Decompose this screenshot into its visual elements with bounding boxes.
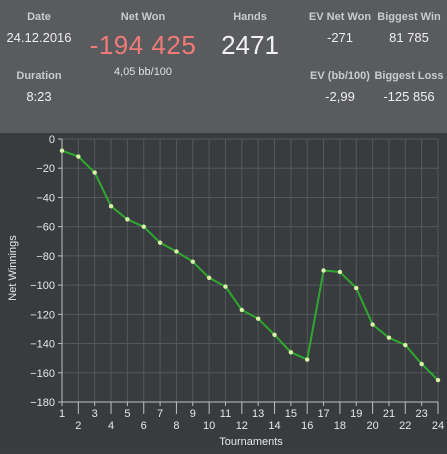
data-point: [59, 148, 65, 153]
data-point: [403, 342, 408, 348]
y-tick-label: −140: [30, 339, 55, 351]
date-label: Date: [27, 11, 51, 23]
ev-net-won-label: EV Net Won: [308, 11, 372, 23]
y-tick-label: 0: [49, 134, 55, 146]
data-point: [255, 316, 261, 321]
x-tick-label: 14: [268, 420, 280, 432]
data-point: [272, 332, 277, 337]
net-winnings-chart: 0−20−40−60−80−100−120−140−160−180 123456…: [7, 134, 444, 448]
data-point: [354, 285, 359, 291]
x-tick-label: 18: [334, 420, 346, 432]
ev-net-won-value: -271: [326, 30, 354, 45]
x-tick-label: 20: [366, 420, 378, 432]
x-tick-label: 9: [190, 408, 196, 420]
data-point: [321, 268, 326, 273]
x-tick-label: 13: [252, 408, 264, 420]
data-point: [419, 361, 424, 367]
biggest-win-label: Biggest Win: [377, 11, 441, 23]
x-tick-label: 15: [285, 408, 297, 420]
x-tick-label: 17: [317, 408, 329, 420]
duration-value: 8:23: [26, 89, 52, 104]
y-tick-label: −20: [36, 163, 55, 175]
x-tick-label: 10: [203, 420, 215, 432]
y-tick-label: −180: [30, 397, 55, 409]
biggest-loss-label: Biggest Loss: [374, 70, 444, 82]
biggest-loss-value: -125 856: [383, 89, 435, 104]
data-point: [92, 170, 97, 175]
hands-value: 2471: [221, 30, 279, 60]
data-point: [206, 275, 212, 281]
net-won-label: Net Won: [120, 11, 166, 23]
data-point: [305, 357, 310, 362]
y-tick-label: −160: [30, 368, 55, 380]
x-tick-label: 8: [173, 420, 179, 432]
net-won-value: -194 425: [89, 30, 197, 60]
x-tick-label: 2: [75, 420, 81, 432]
series-line: [61, 149, 439, 381]
data-point: [386, 335, 392, 340]
ev-bb-value: -2,99: [325, 89, 355, 104]
x-tick-label: 19: [350, 408, 362, 420]
data-point: [435, 377, 441, 383]
x-tick-label: 21: [383, 408, 395, 420]
data-point: [223, 284, 228, 289]
data-point: [157, 240, 163, 245]
x-tick-label: 11: [220, 408, 231, 420]
data-point: [76, 154, 81, 159]
stats-panel: Date 24.12.2016 Duration 8:23 Net Won -1…: [0, 0, 447, 133]
y-tick-label: −80: [36, 251, 55, 263]
x-tick-label: 23: [416, 408, 428, 420]
data-point: [190, 259, 195, 264]
data-point: [125, 217, 130, 222]
x-tick-label: 4: [108, 420, 114, 432]
y-tick-label: −100: [30, 280, 55, 292]
hands-label: Hands: [233, 11, 267, 23]
duration-label: Duration: [16, 70, 62, 82]
data-point: [174, 249, 179, 254]
x-tick-label: 16: [301, 420, 313, 432]
x-tick-label: 1: [59, 408, 65, 420]
x-tick-label: 7: [157, 408, 163, 420]
y-tick-label: −40: [36, 192, 55, 204]
data-point: [141, 224, 146, 229]
date-value: 24.12.2016: [6, 30, 72, 45]
x-tick-label: 6: [141, 420, 147, 432]
y-tick-label: −120: [30, 309, 55, 321]
y-tick-label: −60: [36, 222, 55, 234]
net-won-bb-per-100: 4,05 bb/100: [113, 66, 173, 78]
data-point: [108, 204, 114, 209]
data-point: [370, 322, 375, 327]
y-axis-label: Net Winnings: [7, 235, 19, 301]
ev-bb-label: EV (bb/100): [310, 70, 370, 82]
x-tick-label: 12: [236, 420, 248, 432]
x-tick-label: 5: [124, 408, 130, 420]
biggest-win-value: 81 785: [389, 30, 429, 45]
data-point: [337, 269, 343, 275]
data-point: [239, 307, 245, 313]
x-axis-label: Tournaments: [219, 436, 283, 448]
x-tick-label: 22: [399, 420, 411, 432]
x-tick-label: 24: [432, 420, 444, 432]
x-tick-label: 3: [92, 408, 98, 420]
data-point: [288, 350, 294, 355]
